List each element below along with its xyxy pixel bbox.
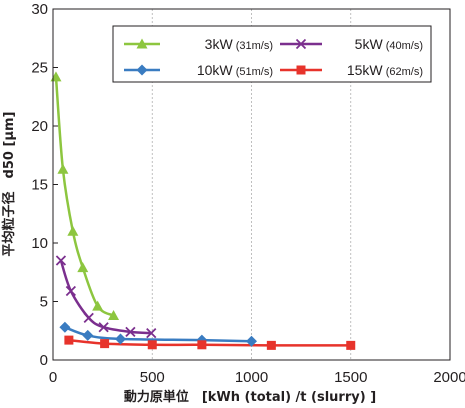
- series-point-15kW-0: [64, 335, 74, 345]
- y-tick-label-0: 0: [40, 352, 48, 369]
- y-axis-title: 平均粒子径 d50 [μm]: [1, 112, 17, 257]
- legend-label-3kW: 3kW (31m/s): [205, 36, 273, 52]
- y-tick-label-5: 5: [40, 294, 48, 311]
- legend-label-10kW: 10kW (51m/s): [197, 62, 273, 78]
- series-point-3kW-4: [92, 300, 104, 311]
- series-line-3kW: [54, 75, 115, 317]
- x-tick-label-1500: 1500: [334, 369, 367, 386]
- series-point-15kW-5: [346, 340, 356, 350]
- y-tick-label-20: 20: [31, 118, 48, 135]
- legend-marker-15kW: [296, 65, 306, 75]
- series-point-3kW-1: [57, 163, 69, 174]
- y-tick-label-25: 25: [31, 60, 48, 77]
- series-point-5kW-4: [125, 326, 136, 338]
- x-tick-label-2000: 2000: [433, 369, 465, 386]
- series-point-10kW-0: [59, 321, 71, 333]
- series-point-3kW-5: [108, 310, 120, 321]
- legend-label-5kW: 5kW (40m/s): [355, 36, 423, 52]
- legend-marker-3kW: [136, 38, 148, 49]
- x-axis-title: 動力原単位 [kWh (total) /t (slurry) ]: [124, 389, 376, 405]
- x-tick-label-0: 0: [49, 369, 57, 386]
- legend-marker-5kW: [295, 38, 307, 50]
- legend-label-15kW: 15kW (62m/s): [347, 62, 423, 78]
- y-tick-label-10: 10: [31, 235, 48, 252]
- series-point-15kW-4: [266, 340, 276, 350]
- y-tick-label-15: 15: [31, 177, 48, 194]
- axis-ticks: 0 500 1000 1500 2000 0 5 10 15 20 25 30: [31, 1, 465, 386]
- series-point-5kW-1: [65, 285, 77, 297]
- series-point-5kW-5: [146, 327, 157, 339]
- legend: 3kW (31m/s) 5kW (40m/s) 10kW (51m/s) 15kW (…: [112, 25, 432, 83]
- grid-lines: [151, 9, 352, 360]
- series-point-5kW-2: [83, 312, 94, 324]
- series-line-5kW: [59, 259, 153, 335]
- series-point-5kW-0: [55, 255, 67, 266]
- series-point-3kW-0: [50, 71, 62, 82]
- y-tick-label-30: 30: [31, 1, 48, 18]
- x-tick-label-500: 500: [140, 369, 165, 386]
- series-point-10kW-1: [82, 329, 94, 341]
- series-point-3kW-3: [77, 262, 89, 273]
- legend-marker-10kW: [136, 64, 148, 76]
- series-point-15kW-2: [147, 340, 157, 350]
- series-point-15kW-3: [197, 340, 207, 350]
- series-lines: [54, 75, 352, 347]
- series-line-10kW: [63, 325, 253, 343]
- x-tick-label-1000: 1000: [235, 369, 268, 386]
- series-markers: [50, 71, 356, 350]
- series-point-10kW-2: [114, 333, 126, 345]
- series-point-15kW-1: [100, 339, 110, 349]
- series-point-5kW-3: [98, 322, 109, 333]
- legend-box: [112, 25, 432, 83]
- series-point-10kW-4: [246, 335, 257, 347]
- series-point-3kW-2: [67, 225, 79, 236]
